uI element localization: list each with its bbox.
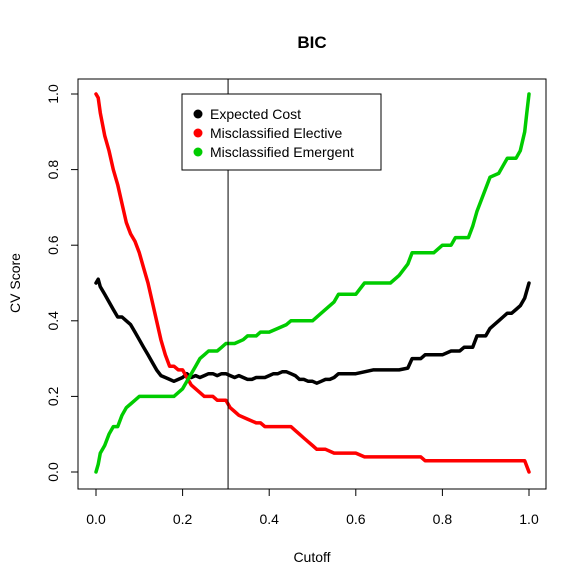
- legend-label-misclassified-emergent: Misclassified Emergent: [210, 144, 354, 160]
- x-axis: 0.0 0.2 0.4 0.6 0.8 1.0: [86, 488, 539, 527]
- x-tick-label: 0.4: [259, 511, 279, 527]
- y-axis-title: CV Score: [7, 253, 23, 313]
- x-tick-label: 0.2: [173, 511, 193, 527]
- series-line-misclassified-emergent: [94, 92, 531, 474]
- legend-marker-misclassified-emergent: [193, 147, 203, 157]
- y-tick-label: 0.8: [45, 160, 61, 180]
- legend-box: [181, 93, 382, 171]
- x-tick-label: 0.8: [433, 511, 453, 527]
- legend-label-expected-cost: Expected Cost: [210, 106, 301, 122]
- y-tick-label: 1.0: [45, 84, 61, 104]
- legend: Expected Cost Misclassified Elective Miscl…: [181, 93, 382, 171]
- legend-marker-expected-cost: [193, 109, 203, 119]
- y-tick-label: 0.6: [45, 235, 61, 255]
- x-axis-title: Cutoff: [293, 549, 330, 565]
- series-line-expected-cost: [94, 277, 531, 385]
- y-tick-label: 0.4: [45, 311, 61, 331]
- chart-title: BIC: [297, 33, 326, 52]
- x-tick-label: 0.6: [346, 511, 366, 527]
- x-tick-label: 1.0: [519, 511, 539, 527]
- y-axis: 0.0 0.2 0.4 0.6 0.8 1.0: [45, 84, 79, 482]
- x-tick-label: 0.0: [86, 511, 106, 527]
- series-line-misclassified-elective: [94, 92, 531, 474]
- legend-label-misclassified-elective: Misclassified Elective: [210, 125, 342, 141]
- y-tick-label: 0.0: [45, 462, 61, 482]
- y-tick-label: 0.2: [45, 386, 61, 406]
- legend-marker-misclassified-elective: [193, 128, 203, 138]
- series-layer: [94, 92, 531, 474]
